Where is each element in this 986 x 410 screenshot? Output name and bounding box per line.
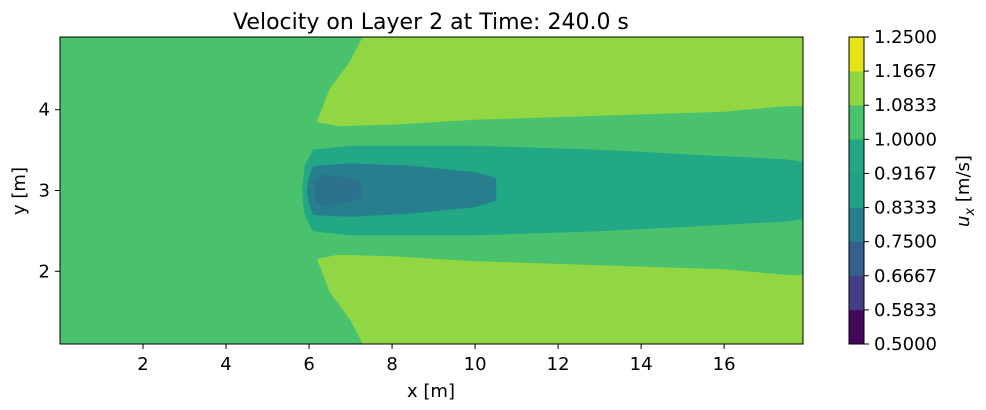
x-axis-label: x [m] [407,381,455,402]
colorbar-label-unit: [m/s] [953,155,974,208]
colorbar-band [849,309,864,345]
colorbar-tick-label: 0.6667 [874,266,937,287]
colorbar-tick-label: 1.0833 [874,95,937,116]
colorbar-label-base: u [953,216,974,227]
colorbar-tick-label: 0.5000 [874,334,937,355]
contour-region-5 [314,173,362,208]
y-tick-label: 4 [39,100,50,121]
x-tick-label: 14 [630,354,653,375]
x-tick-label: 2 [137,354,148,375]
colorbar-tick-label: 0.5833 [874,300,937,321]
colorbar-band [849,37,864,72]
chart-title: Velocity on Layer 2 at Time: 240.0 s [233,10,629,35]
colorbar-band [849,71,864,106]
colorbar-band [849,139,864,174]
colorbar-ticks: 0.5000 0.5833 0.6667 0.7500 0.8333 0.9167 1.00… [864,27,937,355]
colorbar: 0.5000 0.5833 0.6667 0.7500 0.8333 0.9167 1.00… [848,27,978,355]
colorbar-tick-label: 0.7500 [874,232,937,253]
colorbar-tick-label: 1.1667 [874,61,937,82]
x-tick-label: 4 [220,354,231,375]
colorbar-bands [849,37,864,345]
x-tick-label: 8 [386,354,397,375]
colorbar-tick-label: 0.8333 [874,198,937,219]
x-tick-label: 12 [547,354,570,375]
colorbar-frame [848,36,865,345]
y-axis-ticks: 2 3 4 [39,100,60,282]
plot-area [59,36,804,345]
y-axis-label: y [m] [9,167,30,215]
contour-regions [302,36,804,345]
x-tick-label: 10 [464,354,487,375]
colorbar-tick-label: 0.9167 [874,163,937,184]
y-tick-label: 3 [39,181,50,202]
x-tick-label: 16 [713,354,736,375]
colorbar-band [849,105,864,140]
colorbar-label-sub: x [963,208,978,217]
colorbar-label: ux [m/s] [953,155,978,227]
colorbar-tick-label: 1.2500 [874,27,937,48]
colorbar-band [849,173,864,208]
contour-region-4 [306,163,497,217]
colorbar-tick-label: 1.0000 [874,129,937,150]
colorbar-band [849,207,864,242]
y-tick-label: 2 [39,261,50,282]
x-axis-ticks: 2 4 6 8 10 12 14 16 [137,344,736,375]
x-tick-label: 6 [303,354,314,375]
colorbar-band [849,275,864,311]
colorbar-band [849,241,864,277]
